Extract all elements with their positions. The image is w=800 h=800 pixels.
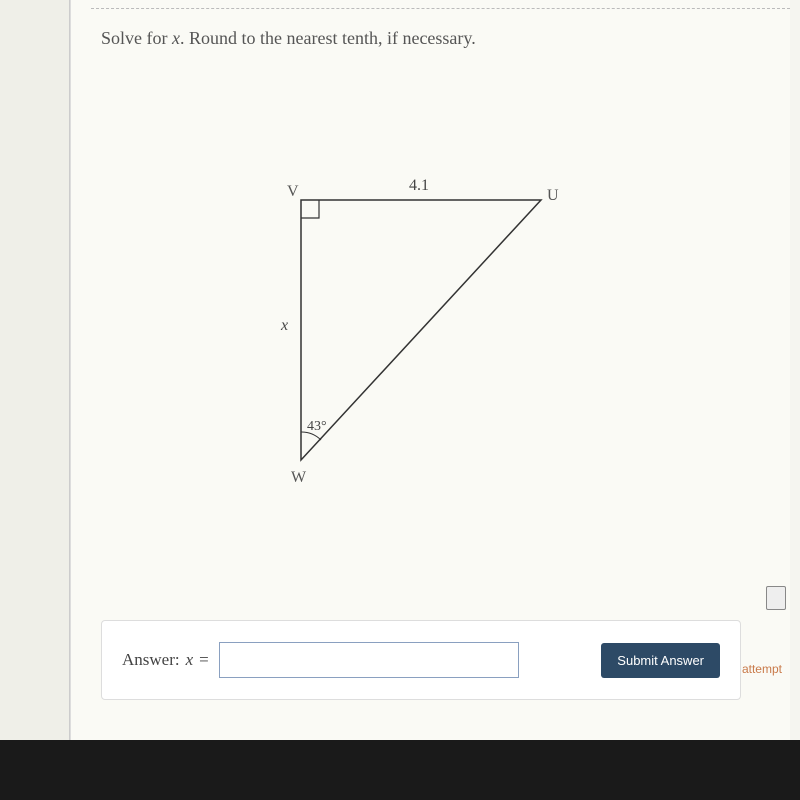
vertex-label-w: W	[291, 469, 307, 486]
question-prefix: Solve for	[101, 28, 172, 48]
submit-answer-button[interactable]: Submit Answer	[601, 643, 720, 678]
divider	[91, 8, 790, 9]
question-suffix: . Round to the nearest tenth, if necessa…	[180, 28, 476, 48]
side-label-vw: x	[280, 317, 288, 334]
calculator-icon[interactable]	[766, 586, 786, 610]
question-prompt: Solve for x. Round to the nearest tenth,…	[101, 28, 476, 49]
triangle-figure: V U W 4.1 x 43°	[241, 150, 621, 530]
bottom-bar	[0, 740, 800, 800]
triangle-shape	[301, 200, 541, 460]
left-margin	[0, 0, 70, 740]
vertex-label-v: V	[287, 183, 299, 200]
question-variable: x	[172, 28, 180, 48]
answer-label: Answer: x =	[122, 650, 209, 670]
side-label-vu: 4.1	[409, 177, 429, 194]
answer-prefix: Answer:	[122, 650, 180, 670]
answer-equals: =	[199, 650, 209, 670]
answer-variable: x	[186, 650, 194, 670]
question-page: Solve for x. Round to the nearest tenth,…	[70, 0, 790, 740]
angle-label-w: 43°	[307, 419, 327, 434]
right-angle-marker	[301, 200, 319, 218]
answer-input[interactable]	[219, 642, 519, 678]
vertex-label-u: U	[547, 187, 559, 204]
attempt-counter: attempt	[742, 662, 782, 676]
answer-panel: Answer: x = Submit Answer	[101, 620, 741, 700]
